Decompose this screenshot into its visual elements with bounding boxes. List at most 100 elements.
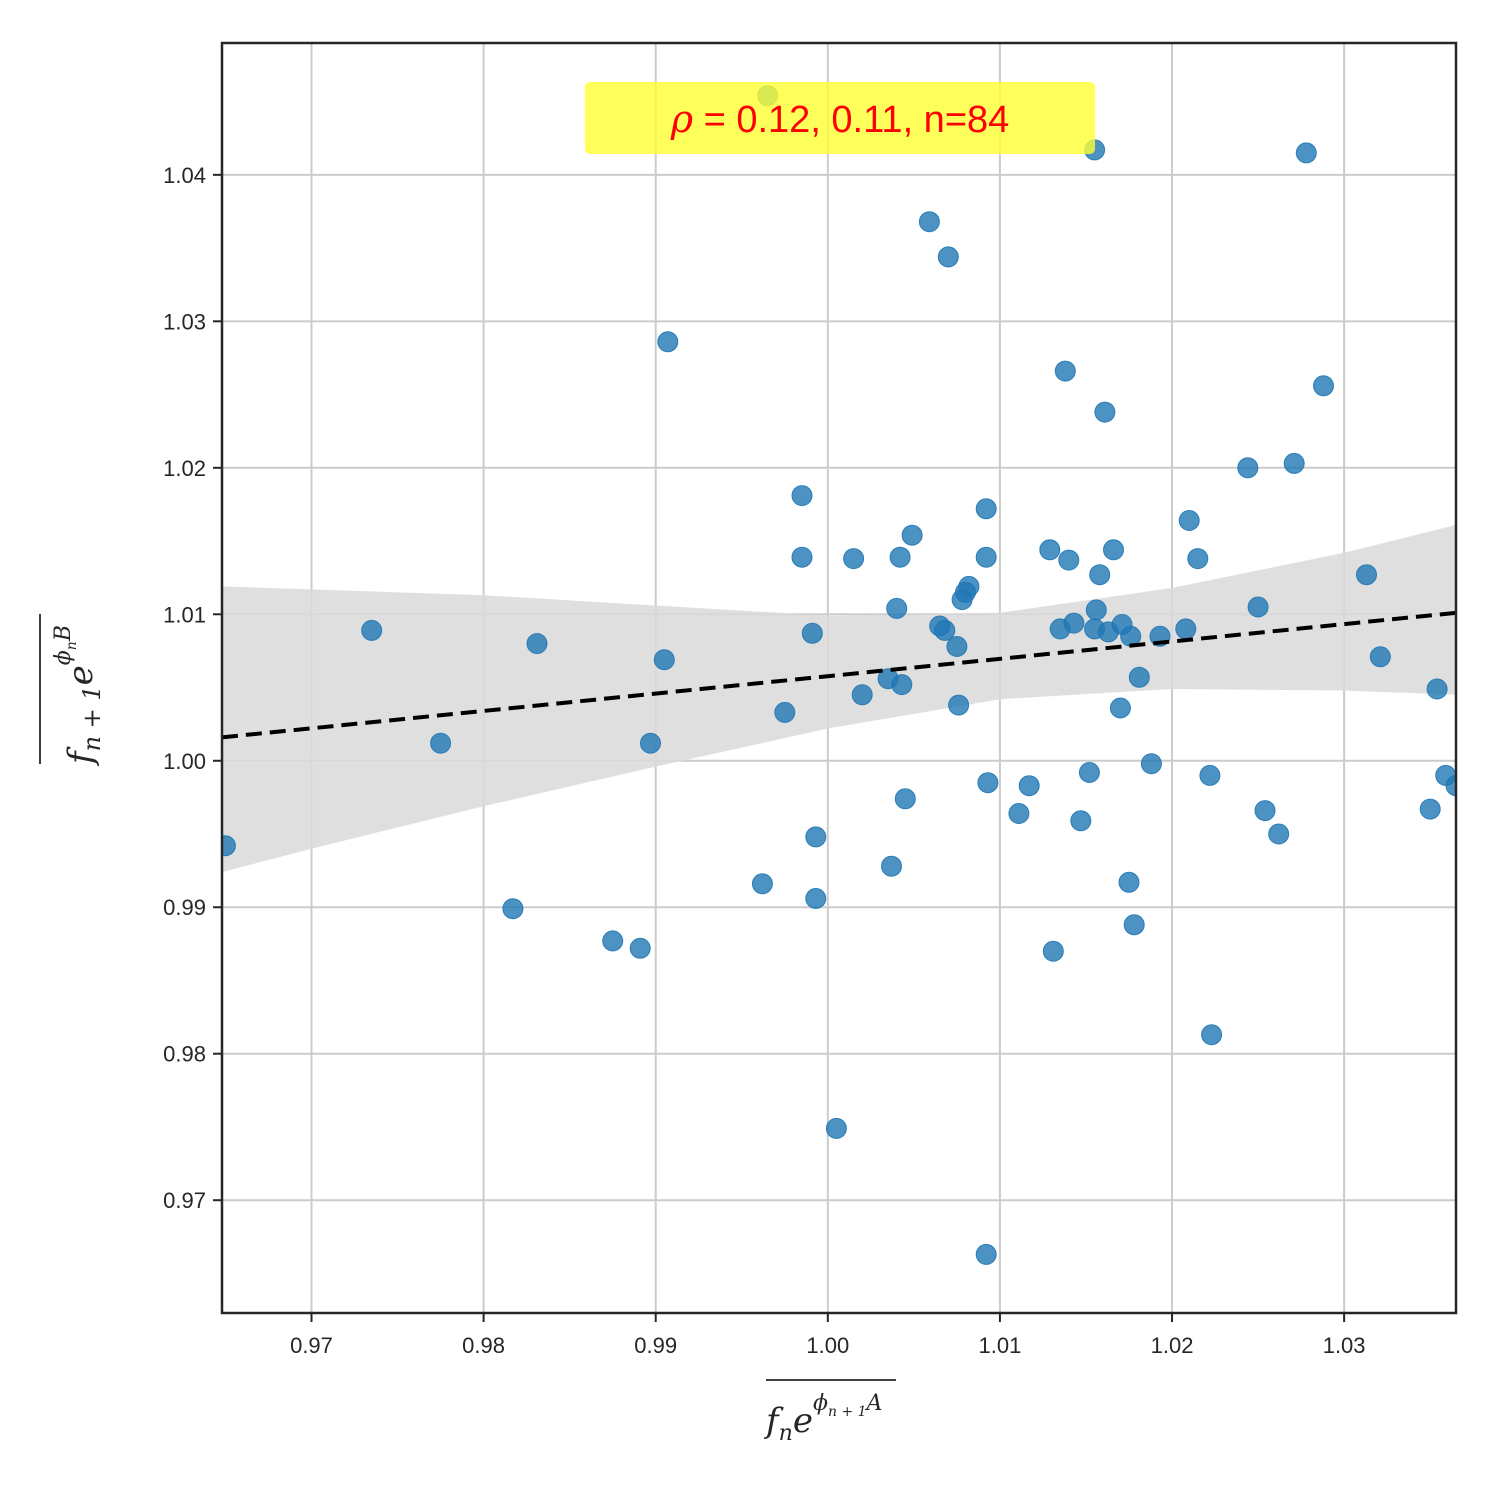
y-tick-label: 0.99 xyxy=(163,895,206,920)
data-points xyxy=(222,85,1456,1265)
data-point xyxy=(805,826,827,848)
data-point xyxy=(1369,646,1391,668)
data-point xyxy=(502,898,524,920)
data-point xyxy=(918,211,940,233)
x-tick-label: 1.00 xyxy=(806,1333,849,1358)
data-point xyxy=(805,888,827,909)
data-point xyxy=(889,546,911,568)
y-tick-label: 1.01 xyxy=(163,602,206,627)
data-point xyxy=(1123,914,1145,936)
data-point xyxy=(774,701,796,723)
data-point xyxy=(1094,401,1116,423)
annotation-box: ρ = 0.12, 0.11, n=84 xyxy=(585,82,1095,154)
confidence-band-area xyxy=(222,524,1456,873)
y-tick-label: 1.03 xyxy=(163,309,206,334)
annotation-background xyxy=(585,82,1095,154)
data-point xyxy=(1140,753,1162,775)
data-point xyxy=(640,732,661,754)
data-point xyxy=(891,674,913,696)
data-point xyxy=(1268,823,1290,845)
data-point xyxy=(1089,564,1111,586)
data-point xyxy=(1042,940,1064,962)
data-point xyxy=(1201,1024,1223,1046)
data-point xyxy=(901,524,923,546)
x-tick-label: 0.97 xyxy=(290,1333,333,1358)
data-point xyxy=(1058,549,1080,571)
data-point xyxy=(975,546,997,568)
annotation-text: ρ = 0.12, 0.11, n=84 xyxy=(670,97,1010,141)
data-point xyxy=(1283,452,1305,474)
data-point xyxy=(1085,599,1107,621)
x-tick-label: 1.01 xyxy=(979,1333,1022,1358)
confidence-band xyxy=(222,524,1456,873)
data-point xyxy=(653,649,675,671)
data-point xyxy=(602,930,624,952)
data-point xyxy=(751,873,773,895)
data-point xyxy=(361,619,383,641)
data-point xyxy=(1295,142,1317,164)
data-point xyxy=(946,636,968,657)
y-tick-label: 1.02 xyxy=(163,456,206,481)
data-point xyxy=(1118,871,1140,893)
data-point xyxy=(975,1243,997,1265)
data-point xyxy=(1187,548,1209,570)
y-tick-label: 0.98 xyxy=(163,1042,206,1067)
data-point xyxy=(1237,457,1259,479)
x-tick-label: 0.99 xyxy=(634,1333,677,1358)
x-tick-label: 1.02 xyxy=(1151,1333,1194,1358)
data-point xyxy=(894,788,916,810)
grid-lines xyxy=(222,43,1456,1313)
annotation-values: = 0.12, 0.11, n=84 xyxy=(693,99,1009,141)
data-point xyxy=(1445,775,1456,797)
plot-frame xyxy=(220,41,1458,1315)
x-tick-label: 1.03 xyxy=(1323,1333,1366,1358)
x-tick-label: 0.98 xyxy=(462,1333,505,1358)
data-point xyxy=(1178,510,1200,531)
data-point xyxy=(1008,803,1030,824)
data-point xyxy=(1109,697,1131,719)
regression-dashed-line xyxy=(221,610,1457,740)
data-point xyxy=(851,684,873,706)
data-point xyxy=(958,575,980,597)
data-point xyxy=(1247,596,1269,618)
data-point xyxy=(1356,564,1377,586)
data-point xyxy=(791,485,813,507)
data-point xyxy=(1128,666,1150,688)
data-point xyxy=(825,1117,847,1139)
y-tick-label: 1.00 xyxy=(163,749,206,774)
data-point xyxy=(937,246,959,268)
data-point xyxy=(1103,539,1124,561)
data-point xyxy=(934,619,956,641)
data-point xyxy=(1419,798,1441,820)
data-point xyxy=(526,633,548,655)
data-point xyxy=(222,835,236,857)
regression-line xyxy=(221,610,1457,740)
data-point xyxy=(1054,360,1076,382)
data-point xyxy=(843,548,865,570)
data-point xyxy=(629,937,651,959)
data-point xyxy=(1426,678,1448,700)
data-point xyxy=(1039,539,1061,561)
data-point xyxy=(657,331,679,353)
data-point xyxy=(1254,800,1276,822)
data-point xyxy=(1018,775,1040,797)
data-point xyxy=(886,597,908,619)
y-axis-ticks: 0.97 0.98 0.99 1.00 1.01 1.02 1.03 1.04 xyxy=(163,163,222,1213)
data-point xyxy=(1063,612,1085,634)
data-point xyxy=(1070,810,1092,832)
data-point xyxy=(881,855,902,877)
data-point xyxy=(430,732,452,754)
x-axis-ticks: 0.97 0.98 0.99 1.00 1.01 1.02 1.03 xyxy=(290,1313,1366,1358)
data-point xyxy=(977,772,999,794)
data-point xyxy=(1313,375,1334,397)
data-point xyxy=(948,694,970,716)
data-point xyxy=(1199,764,1221,786)
data-point xyxy=(1175,618,1197,640)
rho-symbol: ρ xyxy=(670,97,694,141)
y-tick-label: 1.04 xyxy=(163,163,206,188)
data-point xyxy=(801,622,823,644)
data-point xyxy=(1078,762,1100,783)
data-point xyxy=(791,546,813,568)
data-point xyxy=(975,498,997,520)
